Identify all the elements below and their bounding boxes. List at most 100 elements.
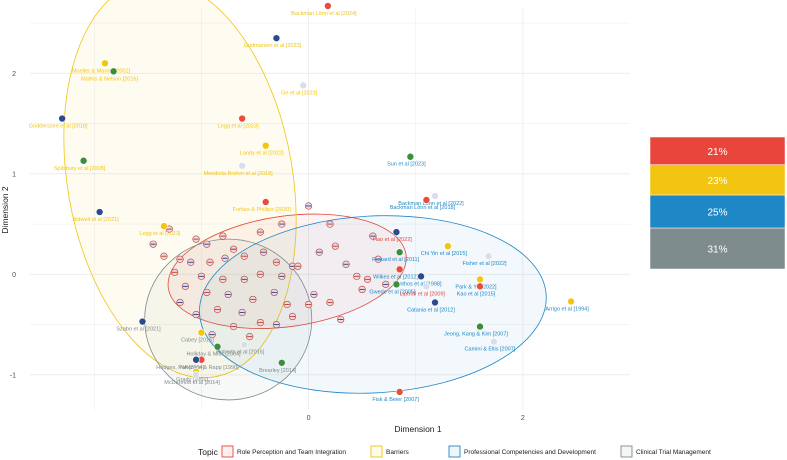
labeled-point: Brearley [2014] xyxy=(259,358,297,374)
point-label: Spilsbury et al [2008] xyxy=(54,166,106,172)
labeled-point: Fisk & Beier [2007] xyxy=(372,388,419,403)
data-point xyxy=(304,202,313,210)
point-label: Liptroti et al [2009] xyxy=(400,291,446,297)
point-label: Gwede et al [2005] xyxy=(369,289,416,295)
y-tick-label: 2 xyxy=(12,71,16,78)
data-point xyxy=(160,252,168,260)
point-marker xyxy=(261,141,270,150)
point-marker xyxy=(484,252,493,261)
data-point xyxy=(342,260,350,268)
point-marker xyxy=(213,342,222,351)
labeled-point: Mathis & Nelson [2016] xyxy=(81,67,138,82)
point-label: Mueller & Manns [2002] xyxy=(72,68,131,74)
data-point xyxy=(358,285,366,294)
data-point xyxy=(229,245,238,253)
y-tick-label: -1 xyxy=(10,372,16,379)
data-point xyxy=(197,272,206,280)
point-label: Legg et al [2023] xyxy=(139,231,180,237)
point-label: Cabey [2016] xyxy=(181,338,214,344)
point-label: Grady [2001] xyxy=(176,377,208,383)
data-point xyxy=(238,308,246,317)
point-marker xyxy=(476,322,484,331)
point-marker xyxy=(395,248,404,257)
point-label: Roberts et al [2016] xyxy=(216,350,264,356)
labeled-point: Gudmarsen et al [2023] xyxy=(244,34,302,49)
data-point xyxy=(369,232,377,240)
point-marker xyxy=(431,192,439,200)
waffle-label: 25% xyxy=(707,208,727,219)
point-label: Hodges, Patterson & Rapp [1990] xyxy=(156,365,239,371)
point-marker xyxy=(392,280,401,289)
data-point xyxy=(240,252,248,260)
point-marker xyxy=(109,67,118,76)
labeled-point: McDermott et al [2014] xyxy=(164,371,220,386)
point-label: Rickard et al [2011] xyxy=(372,257,419,263)
legend-label: Professional Competencies and Developmen… xyxy=(464,449,596,456)
data-point xyxy=(171,268,179,276)
labeled-point: Legg et al [2023] xyxy=(218,114,259,130)
point-marker xyxy=(261,198,270,206)
x-tick-label: 0 xyxy=(307,415,311,422)
labeled-point: Mueller & Manns [2002] xyxy=(72,59,131,74)
point-label: Forbes & Phillips [2020] xyxy=(233,207,292,213)
data-point xyxy=(278,272,286,280)
point-label: Jeong, Kang & Kim [2007] xyxy=(444,332,508,338)
legend-label: Role Perception and Team Integration xyxy=(237,449,346,456)
point-label: Bidwell et al [2021] xyxy=(73,217,120,223)
labeled-point: Ge et al [2023] xyxy=(281,81,318,96)
data-point xyxy=(187,258,195,266)
data-point xyxy=(224,290,232,299)
point-marker xyxy=(79,156,88,165)
legend-key xyxy=(221,445,234,458)
labeled-point: Kao et al [2015] xyxy=(457,282,496,297)
data-point xyxy=(219,275,227,283)
labeled-point: Backman Lönn et al [2018] xyxy=(390,196,456,211)
data-point xyxy=(288,312,297,321)
waffle-segment xyxy=(649,194,786,229)
point-marker xyxy=(58,114,66,123)
labeled-point: Bidwell et al [2021] xyxy=(73,208,120,223)
plot-grid xyxy=(30,8,630,410)
labeled-point: Chi Yin et al [2015] xyxy=(421,242,468,257)
data-point xyxy=(249,295,257,304)
data-point xyxy=(353,272,361,280)
labeled-point: Holliday & Mills [2004] xyxy=(186,342,241,358)
point-label: Godderssen et al [2018] xyxy=(29,124,88,130)
point-label: Chi Yin et al [2015] xyxy=(421,251,468,257)
data-point xyxy=(315,248,323,256)
point-marker xyxy=(101,59,109,68)
data-point xyxy=(256,318,264,327)
data-point xyxy=(192,310,200,319)
point-label: Fisher et al [2022] xyxy=(463,261,507,267)
labeled-point: Godderssen et al [2018] xyxy=(29,114,88,130)
data-point xyxy=(181,282,189,290)
data-point xyxy=(374,255,382,263)
point-marker xyxy=(277,358,286,367)
data-point xyxy=(221,254,229,262)
y-tick-label: 1 xyxy=(12,171,16,178)
waffle-segment xyxy=(649,164,786,196)
point-marker xyxy=(422,282,431,291)
labeled-point: Catania et al [2012] xyxy=(407,298,455,313)
point-label: Brearley [2014] xyxy=(259,368,297,374)
point-label: McDermott et al [2014] xyxy=(164,380,220,386)
labeled-point: Hodges, Patterson & Rapp [1990] xyxy=(156,355,239,371)
point-label: Backman Lönn et al [2018] xyxy=(390,205,456,211)
legend-key xyxy=(370,445,383,458)
point-label: Gudmarsen et al [2023] xyxy=(244,43,302,49)
point-label: Park & Yu [2022] xyxy=(455,284,497,290)
legend-key xyxy=(448,445,461,458)
point-marker xyxy=(417,272,425,281)
data-point xyxy=(272,320,281,329)
point-label: Hao et al [2022] xyxy=(373,237,412,243)
plot-axes: 0 2 -1 0 1 2 Dimension 1 Dimension 2 xyxy=(0,71,525,434)
labeled-point: Arrigo et al [1994] xyxy=(545,297,589,312)
data-point xyxy=(246,333,254,341)
data-point xyxy=(240,275,248,283)
data-point xyxy=(176,298,184,307)
point-marker xyxy=(95,208,104,216)
point-marker xyxy=(392,228,401,236)
point-marker xyxy=(192,371,200,379)
data-point xyxy=(331,242,339,250)
